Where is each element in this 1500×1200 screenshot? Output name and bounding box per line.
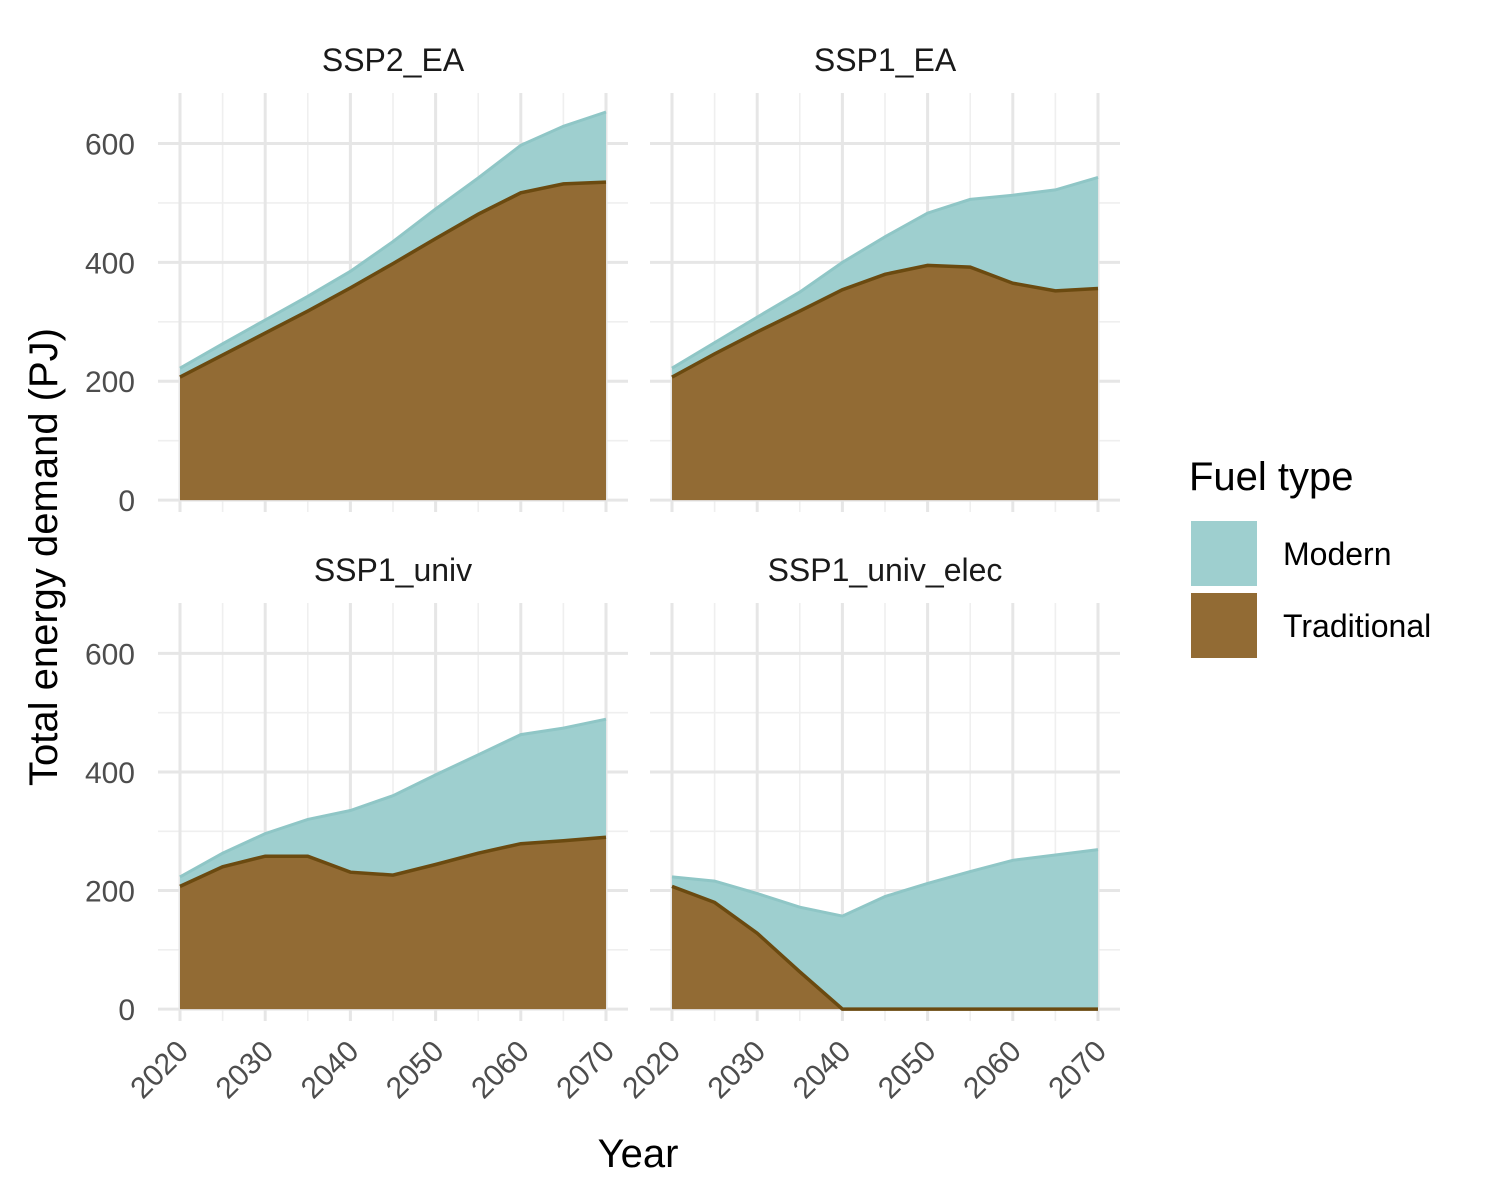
line-traditional-top — [671, 884, 1098, 1011]
facet-label-ssp1-ea: SSP1_EA — [814, 42, 957, 78]
y-tick-label: 0 — [118, 485, 135, 518]
line-modern-top — [671, 848, 1099, 918]
legend-title: Fuel type — [1189, 455, 1354, 499]
y-axis-title: Total energy demand (PJ) — [22, 328, 66, 786]
y-tick-label: 600 — [85, 129, 135, 162]
line-modern-top — [179, 110, 607, 370]
y-tick-label: 600 — [85, 638, 135, 671]
area-traditional — [672, 265, 1098, 501]
x-tick-label: 2060 — [465, 1035, 536, 1106]
legend: Fuel type Modern Traditional — [1189, 455, 1431, 658]
legend-key-modern — [1191, 521, 1257, 586]
x-tick-label: 2030 — [702, 1035, 773, 1106]
facet-label-ssp1-univ-elec: SSP1_univ_elec — [768, 552, 1003, 588]
x-tick-label: 2050 — [872, 1035, 943, 1106]
legend-key-traditional — [1191, 593, 1257, 658]
x-tick-label: 2060 — [957, 1035, 1028, 1106]
y-tick-label: 400 — [85, 247, 135, 280]
x-tick-label: 2070 — [550, 1035, 621, 1106]
line-modern-top — [671, 175, 1099, 370]
x-axis-title: Year — [598, 1132, 679, 1176]
area-modern — [672, 177, 1098, 378]
area-modern — [180, 719, 606, 887]
x-tick-label: 2020 — [616, 1035, 687, 1106]
facet-label-ssp2-ea: SSP2_EA — [322, 42, 465, 78]
area-traditional — [180, 182, 606, 501]
y-tick-label: 0 — [118, 994, 135, 1027]
line-traditional-top — [179, 835, 607, 888]
x-tick-label: 2030 — [210, 1035, 281, 1106]
panel-ssp1-univ-elec: SSP1_univ_elec 2020 2030 2040 2050 2060 2070 — [616, 552, 1120, 1105]
line-modern-top — [179, 717, 607, 879]
x-tick-label: 2070 — [1042, 1035, 1113, 1106]
panels-group: SSP2_EA 0 200 400 600 SSP1_EA SSP1_univ 0 200 400… — [85, 42, 1120, 1105]
legend-label-modern: Modern — [1283, 536, 1392, 572]
panel-ssp2-ea: SSP2_EA 0 200 400 600 — [85, 42, 628, 518]
x-tick-label: 2040 — [295, 1035, 366, 1106]
area-traditional — [180, 837, 606, 1010]
line-traditional-top — [179, 180, 607, 379]
x-tick-label: 2050 — [380, 1035, 451, 1106]
panel-ssp1-ea: SSP1_EA — [650, 42, 1120, 512]
y-tick-label: 200 — [85, 366, 135, 399]
x-tick-label: 2040 — [787, 1035, 858, 1106]
area-traditional — [672, 886, 1098, 1010]
panel-ssp1-univ: SSP1_univ 0 200 400 600 2020 2030 2040 2050 2060 2… — [85, 552, 628, 1105]
x-tick-label: 2020 — [124, 1035, 195, 1106]
y-tick-label: 400 — [85, 757, 135, 790]
area-modern — [672, 849, 1098, 1010]
line-traditional-top — [671, 263, 1099, 379]
legend-label-traditional: Traditional — [1283, 608, 1431, 644]
y-tick-label: 200 — [85, 876, 135, 909]
area-modern — [180, 112, 606, 378]
facet-label-ssp1-univ: SSP1_univ — [314, 552, 472, 588]
